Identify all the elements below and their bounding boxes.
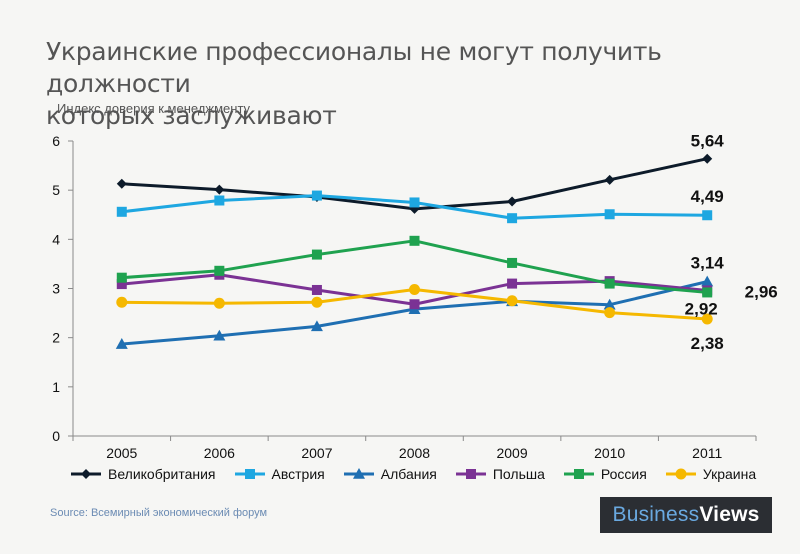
title-line-2: которых заслуживают (46, 101, 337, 130)
x-tick-label: 2006 (204, 445, 235, 461)
y-tick-label: 6 (52, 133, 60, 149)
x-tick-label: 2010 (594, 445, 625, 461)
series-6 (116, 283, 713, 325)
data-label: 2,38 (691, 334, 724, 353)
data-point (507, 213, 518, 224)
legend-swatch-marker (244, 469, 255, 479)
series-2 (116, 190, 713, 224)
chart-series (115, 153, 714, 349)
data-point (116, 178, 127, 189)
data-point (604, 174, 615, 185)
x-tick-label: 2008 (399, 445, 430, 461)
legend-label: Россия (600, 466, 647, 482)
data-point (701, 275, 714, 287)
brand-part-2: Views (699, 503, 760, 526)
data-point (701, 313, 713, 325)
x-tick-label: 2009 (496, 445, 527, 461)
legend-swatch (563, 469, 594, 479)
legend-swatch (455, 469, 486, 479)
page-title: Украинские профессионалы не могут получи… (46, 36, 766, 132)
data-point (213, 297, 225, 309)
brand-logo: Business Views (600, 497, 772, 533)
data-label: 4,49 (691, 187, 724, 206)
legend-label: Великобритания (108, 466, 216, 482)
data-label: 2,92 (685, 299, 718, 318)
y-axis-title: Индекс доверия к менеджменту (57, 101, 251, 116)
data-label: 2,96 (745, 282, 778, 301)
x-tick-label: 2007 (301, 445, 332, 461)
data-point (603, 298, 616, 310)
legend-swatch-marker (81, 469, 91, 479)
legend-item: Польша (455, 466, 545, 482)
chart-legend: Великобритания Австрия Албания Польша Россия… (70, 466, 756, 482)
chart-axes: 0 1 2 3 4 5 6 2005 2006 2007 2008 2009 2010 2011 (52, 133, 757, 461)
data-point (214, 265, 225, 276)
data-point (311, 296, 323, 308)
legend-swatch-marker (675, 468, 687, 480)
y-tick-label: 1 (52, 379, 60, 395)
legend-swatch (343, 468, 374, 479)
data-point (214, 195, 225, 206)
data-point (506, 295, 518, 307)
data-point (702, 153, 713, 164)
legend-item: Россия (563, 466, 647, 482)
legend-label: Украина (702, 466, 757, 482)
data-point (311, 190, 322, 201)
y-tick-label: 4 (52, 231, 60, 247)
data-point (311, 249, 322, 260)
data-point (310, 320, 323, 332)
data-point (115, 338, 128, 349)
data-point (507, 196, 518, 207)
legend-swatch-marker (465, 469, 476, 479)
y-tick-label: 2 (52, 330, 60, 346)
legend-swatch (234, 469, 265, 479)
data-point (507, 257, 518, 268)
legend-item: Украина (665, 466, 756, 482)
data-point (409, 283, 420, 295)
data-point (116, 296, 128, 308)
legend-swatch (71, 469, 101, 479)
legend-label: Австрия (271, 466, 325, 482)
data-point (214, 184, 225, 195)
source-note: Source: Всемирный экономический форум (50, 507, 268, 519)
legend-item: Великобритания (70, 466, 216, 482)
data-point (213, 329, 226, 341)
data-point (409, 197, 420, 208)
data-point (604, 209, 615, 220)
data-point (702, 210, 713, 221)
x-tick-label: 2011 (692, 445, 722, 461)
title-line-1: Украинские профессионалы не могут получи… (46, 37, 662, 98)
y-tick-label: 5 (52, 182, 60, 198)
legend-swatch (665, 468, 696, 480)
data-point (116, 279, 127, 290)
data-point (116, 206, 127, 217)
data-point (604, 278, 615, 289)
chart-end-labels: 5,64 4,49 3,14 2,96 2,92 2,38 (685, 132, 778, 353)
data-point (409, 235, 420, 246)
data-point (604, 307, 616, 319)
series-5 (116, 235, 713, 298)
legend-label: Польша (492, 466, 545, 482)
x-tick-label: 2005 (106, 445, 137, 461)
legend-label: Албания (380, 466, 437, 482)
data-point (116, 272, 127, 283)
y-tick-label: 3 (52, 281, 60, 297)
data-point (507, 278, 518, 289)
brand-part-1: Business (612, 503, 700, 526)
legend-item: Албания (343, 466, 437, 482)
data-point (409, 299, 420, 310)
data-point (702, 287, 713, 298)
legend-swatch-marker (573, 469, 584, 479)
legend-swatch-marker (352, 468, 365, 479)
data-point (311, 284, 322, 295)
data-label: 3,14 (691, 254, 725, 273)
legend-item: Австрия (234, 466, 325, 482)
y-tick-label: 0 (52, 428, 60, 444)
data-label: 5,64 (691, 132, 725, 151)
